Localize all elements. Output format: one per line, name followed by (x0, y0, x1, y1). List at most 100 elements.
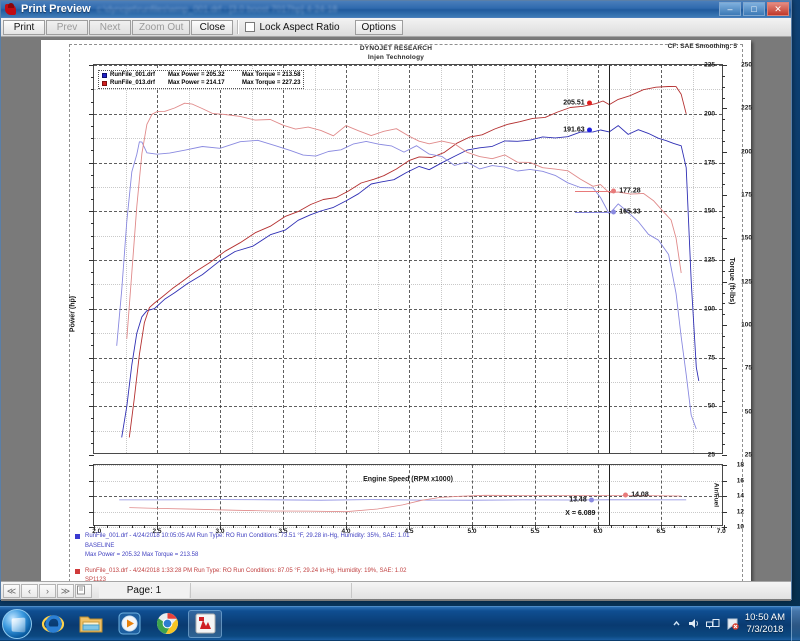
tick-line (91, 443, 94, 444)
lock-aspect-ratio-checkbox[interactable]: Lock Aspect Ratio (245, 22, 339, 33)
tick-line (321, 525, 322, 528)
tick-line (686, 525, 687, 528)
tick-line (91, 418, 94, 419)
internet-explorer-icon[interactable] (36, 610, 70, 638)
tick-line (89, 211, 94, 212)
tick-line (722, 314, 725, 315)
tick-line (270, 525, 271, 528)
preview-page: DYNOJET RESEARCH Injen Technology CF: SA… (41, 40, 751, 588)
last-page-button[interactable]: ≫ (57, 584, 74, 598)
tick-line (722, 303, 725, 304)
close-window-button[interactable]: ✕ (767, 2, 789, 16)
tick-line (623, 525, 624, 528)
tick-line (722, 455, 727, 456)
first-page-button[interactable]: ≪ (3, 584, 20, 598)
maximize-button[interactable]: □ (743, 2, 765, 16)
power-tick-label-150: 150 (704, 208, 715, 215)
windows-start-orb[interactable] (2, 609, 32, 639)
tick-line (207, 525, 208, 528)
tick-line (722, 238, 727, 239)
windows-logo-icon (12, 617, 26, 632)
prev-page-button[interactable]: Prev (46, 20, 88, 35)
tick-line (722, 108, 727, 109)
tick-line (91, 236, 94, 237)
torque-tick-label-75: 75 (745, 365, 752, 372)
tick-line (722, 401, 725, 402)
afr-cursor-line[interactable] (609, 465, 610, 525)
tick-line (722, 368, 727, 369)
minimize-button[interactable]: – (719, 2, 741, 16)
print-preview-window: Print Preview c:\dynojet\runfiles\wmp_00… (0, 0, 792, 600)
close-preview-button[interactable]: Close (191, 20, 233, 35)
tick-line (722, 444, 725, 445)
tick-line (89, 406, 94, 407)
close-preview-label: Close (200, 22, 226, 33)
window-title-path: c:\dynojet\runfiles\wmp_001.drf - [3.0 b… (97, 4, 719, 14)
tick-line (722, 249, 725, 250)
run-info-line1: RunFile_001.drf - 4/24/2018 10:05:05 AM … (85, 532, 409, 542)
status-bar: ≪ ‹ › ≫ Page: 1 (1, 581, 791, 599)
tick-line (722, 347, 725, 348)
torque-tick-label-125: 125 (741, 278, 752, 285)
tick-line (91, 102, 94, 103)
tick-line (573, 525, 574, 528)
taskbar-clock[interactable]: 10:50 AM 7/3/2018 (745, 612, 785, 636)
run-color-swatch (75, 534, 80, 539)
tick-line (396, 525, 397, 528)
tick-line (91, 345, 94, 346)
tick-line (91, 431, 94, 432)
tick-line (89, 163, 94, 164)
cursor-line[interactable] (609, 65, 610, 453)
tick-line (722, 465, 727, 466)
chrome-icon[interactable] (150, 610, 184, 638)
preview-scroll-area[interactable]: DYNOJET RESEARCH Injen Technology CF: SA… (1, 37, 791, 601)
tick-line (91, 297, 94, 298)
tick-line (91, 187, 94, 188)
tick-line (497, 525, 498, 528)
tick-line (89, 465, 94, 466)
curve-power-1 (129, 87, 686, 438)
next-page-button[interactable]: › (39, 584, 56, 598)
volume-icon[interactable] (687, 617, 700, 630)
tick-line (722, 195, 727, 196)
tick-line (560, 525, 561, 528)
show-desktop-button[interactable] (791, 607, 800, 641)
curve-power-0 (122, 126, 699, 438)
window-titlebar[interactable]: Print Preview c:\dynojet\runfiles\wmp_00… (1, 1, 791, 18)
print-button[interactable]: Print (3, 20, 45, 35)
chart-title-line2: Injen Technology (41, 53, 751, 62)
torque-tick-label-25: 25 (745, 452, 752, 459)
power-tick-label-100: 100 (704, 305, 715, 312)
dynojet-app-taskbar-icon[interactable] (188, 610, 222, 638)
page-indicator: Page: 1 (99, 583, 189, 598)
tick-line (459, 525, 460, 528)
status-cell-3 (351, 583, 789, 598)
folder-explorer-icon[interactable] (74, 610, 108, 638)
previous-page-button[interactable]: ‹ (21, 584, 38, 598)
run-info-block-0: RunFile_001.drf - 4/24/2018 10:05:05 AM … (75, 532, 737, 561)
next-page-button[interactable]: Next (89, 20, 131, 35)
run-info-line2: BASELINE (85, 542, 409, 552)
afr-tick-label-18: 18 (737, 462, 744, 469)
afr-tick-label-14: 14 (737, 493, 744, 500)
print-page-icon[interactable] (75, 584, 92, 598)
status-cell-2 (190, 583, 350, 598)
tick-line (585, 525, 586, 528)
afr-tick-label-10: 10 (737, 524, 744, 531)
tick-line (132, 525, 133, 528)
legend-max-power: Max Power = 214.17 (168, 80, 242, 88)
tick-line (722, 98, 725, 99)
media-player-icon[interactable] (112, 610, 146, 638)
show-hidden-icons-arrow[interactable] (672, 619, 681, 628)
run-info-line3: Max Power = 205.32 Max Torque = 213.58 (85, 551, 409, 561)
tick-line (722, 423, 725, 424)
action-center-flag-icon[interactable] (726, 617, 739, 630)
options-button[interactable]: Options (355, 20, 403, 35)
zoom-out-button[interactable]: Zoom Out (132, 20, 190, 35)
tick-line (722, 433, 725, 434)
lock-aspect-ratio-box[interactable] (245, 22, 255, 32)
network-icon[interactable] (706, 618, 720, 630)
